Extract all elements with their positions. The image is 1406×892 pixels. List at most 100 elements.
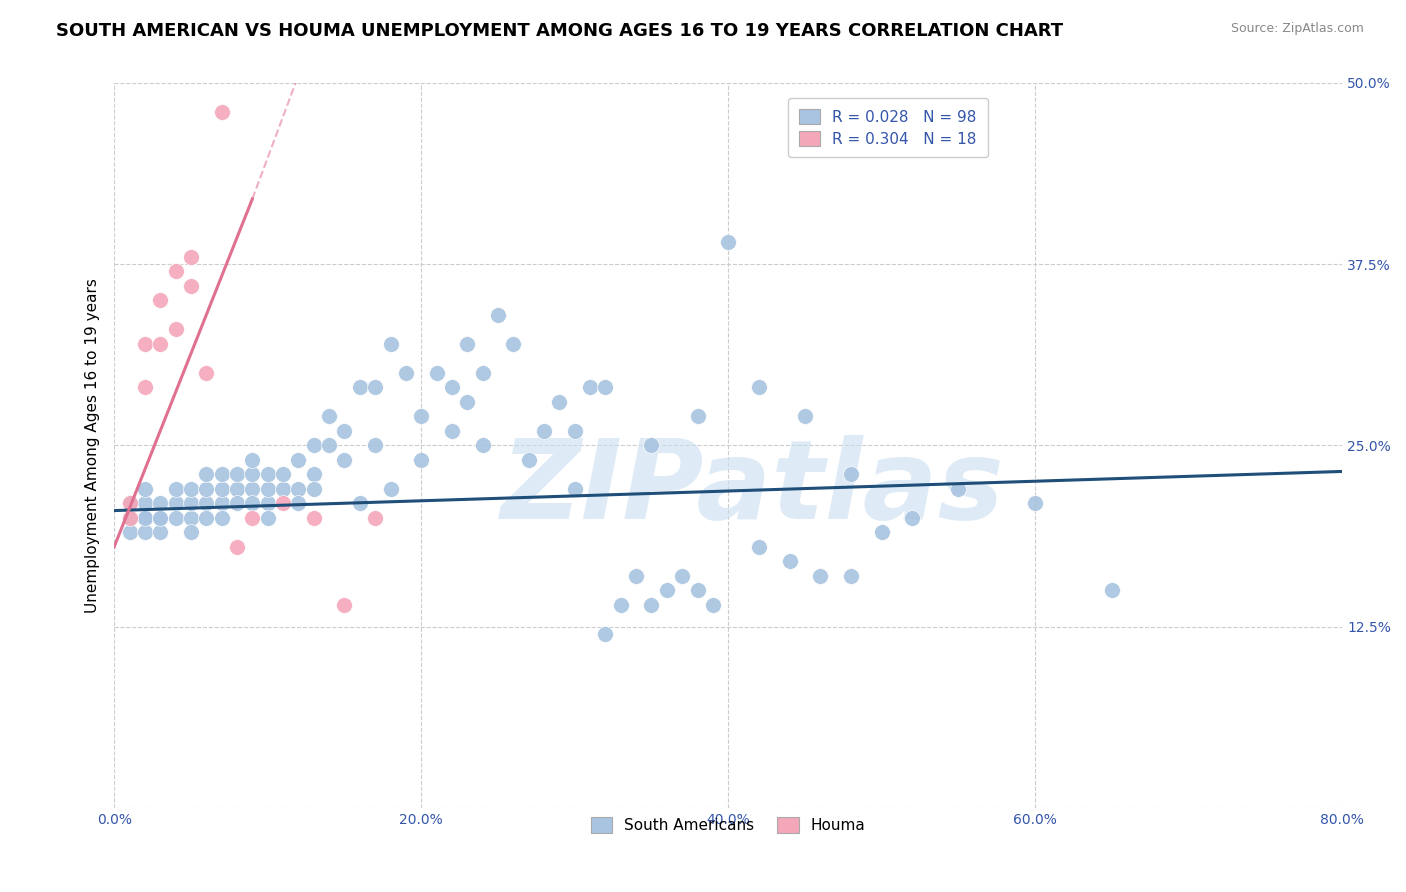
Point	[302, 438, 325, 452]
Point	[256, 482, 278, 496]
Point	[240, 482, 263, 496]
Point	[533, 424, 555, 438]
Point	[471, 366, 494, 380]
Point	[271, 496, 294, 510]
Point	[180, 511, 202, 525]
Y-axis label: Unemployment Among Ages 16 to 19 years: Unemployment Among Ages 16 to 19 years	[86, 278, 100, 613]
Point	[839, 467, 862, 482]
Point	[240, 496, 263, 510]
Point	[226, 467, 249, 482]
Point	[456, 337, 478, 351]
Point	[624, 569, 647, 583]
Point	[287, 482, 309, 496]
Point	[440, 424, 463, 438]
Point	[118, 511, 141, 525]
Point	[502, 337, 524, 351]
Point	[180, 496, 202, 510]
Point	[318, 438, 340, 452]
Text: Source: ZipAtlas.com: Source: ZipAtlas.com	[1230, 22, 1364, 36]
Point	[165, 496, 187, 510]
Point	[118, 511, 141, 525]
Point	[440, 380, 463, 394]
Point	[318, 409, 340, 424]
Point	[564, 424, 586, 438]
Point	[211, 496, 233, 510]
Point	[195, 467, 218, 482]
Point	[287, 496, 309, 510]
Point	[411, 409, 433, 424]
Point	[870, 525, 893, 540]
Point	[517, 453, 540, 467]
Point	[195, 496, 218, 510]
Point	[256, 496, 278, 510]
Point	[195, 511, 218, 525]
Point	[579, 380, 602, 394]
Point	[595, 380, 617, 394]
Point	[1101, 583, 1123, 598]
Point	[364, 438, 387, 452]
Point	[240, 453, 263, 467]
Point	[134, 482, 156, 496]
Point	[149, 511, 172, 525]
Point	[748, 380, 770, 394]
Point	[180, 525, 202, 540]
Point	[211, 467, 233, 482]
Point	[149, 496, 172, 510]
Legend: South Americans, Houma: South Americans, Houma	[581, 806, 876, 844]
Text: ZIPatlas: ZIPatlas	[501, 435, 1005, 542]
Point	[195, 366, 218, 380]
Point	[349, 380, 371, 394]
Point	[118, 496, 141, 510]
Point	[364, 511, 387, 525]
Point	[686, 409, 709, 424]
Point	[134, 380, 156, 394]
Point	[149, 511, 172, 525]
Point	[302, 482, 325, 496]
Point	[180, 279, 202, 293]
Point	[333, 598, 356, 612]
Point	[134, 337, 156, 351]
Point	[134, 511, 156, 525]
Point	[118, 525, 141, 540]
Point	[655, 583, 678, 598]
Point	[302, 511, 325, 525]
Point	[901, 511, 924, 525]
Point	[149, 525, 172, 540]
Point	[1024, 496, 1046, 510]
Point	[165, 511, 187, 525]
Point	[287, 453, 309, 467]
Point	[779, 554, 801, 568]
Point	[411, 453, 433, 467]
Point	[195, 482, 218, 496]
Point	[149, 337, 172, 351]
Point	[226, 482, 249, 496]
Point	[118, 496, 141, 510]
Point	[226, 496, 249, 510]
Point	[180, 250, 202, 264]
Point	[333, 424, 356, 438]
Point	[256, 467, 278, 482]
Point	[165, 264, 187, 278]
Point	[702, 598, 724, 612]
Point	[640, 438, 662, 452]
Point	[364, 380, 387, 394]
Point	[471, 438, 494, 452]
Point	[395, 366, 418, 380]
Point	[165, 482, 187, 496]
Point	[349, 496, 371, 510]
Point	[948, 482, 970, 496]
Point	[271, 482, 294, 496]
Point	[425, 366, 447, 380]
Point	[640, 598, 662, 612]
Point	[380, 482, 402, 496]
Text: SOUTH AMERICAN VS HOUMA UNEMPLOYMENT AMONG AGES 16 TO 19 YEARS CORRELATION CHART: SOUTH AMERICAN VS HOUMA UNEMPLOYMENT AMO…	[56, 22, 1063, 40]
Point	[211, 104, 233, 119]
Point	[808, 569, 831, 583]
Point	[134, 511, 156, 525]
Point	[149, 293, 172, 308]
Point	[717, 235, 740, 250]
Point	[134, 525, 156, 540]
Point	[548, 395, 571, 409]
Point	[211, 511, 233, 525]
Point	[486, 308, 509, 322]
